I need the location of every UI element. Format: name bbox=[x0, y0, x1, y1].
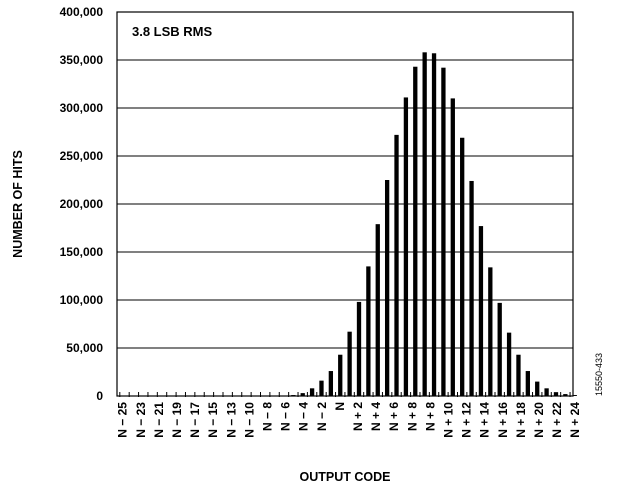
y-axis-ticks: 0 50,000 100,000 150,000 200,000 250,000 300,0… bbox=[60, 5, 104, 403]
bar bbox=[506, 332, 512, 396]
bar bbox=[544, 388, 549, 396]
y-tick-label: 50,000 bbox=[66, 341, 103, 355]
y-tick-label: 200,000 bbox=[60, 197, 104, 211]
bar bbox=[422, 52, 427, 396]
x-tick-label: N − 17 bbox=[188, 402, 202, 438]
bar bbox=[450, 98, 455, 397]
annotation-box bbox=[118, 13, 572, 46]
x-tick-label: N + 20 bbox=[532, 402, 546, 438]
bar bbox=[366, 266, 371, 396]
bar bbox=[300, 393, 305, 396]
y-axis-title: NUMBER OF HITS bbox=[11, 150, 25, 258]
y-tick-label: 100,000 bbox=[60, 293, 104, 307]
bars bbox=[291, 52, 577, 397]
x-tick-label: N + 10 bbox=[442, 402, 456, 438]
bar bbox=[375, 224, 380, 396]
bar bbox=[328, 371, 334, 396]
bar bbox=[338, 354, 343, 396]
x-tick-label: N + 8 bbox=[405, 402, 419, 431]
x-tick-label: N + 12 bbox=[460, 402, 474, 438]
bar bbox=[431, 53, 437, 396]
bar bbox=[469, 180, 474, 396]
x-tick-label: N − 2 bbox=[315, 402, 329, 431]
y-tick-label: 400,000 bbox=[60, 5, 104, 19]
bar bbox=[356, 301, 362, 396]
y-tick-label: 350,000 bbox=[60, 53, 104, 67]
bar bbox=[553, 392, 559, 396]
x-tick-label: N − 15 bbox=[206, 402, 220, 438]
bar bbox=[319, 380, 324, 396]
y-tick-label: 0 bbox=[96, 389, 103, 403]
figure-id: 15550-433 bbox=[594, 353, 604, 396]
x-tick-label: N + 2 bbox=[351, 402, 365, 431]
bar bbox=[460, 137, 465, 396]
x-tick-label: N + 6 bbox=[387, 402, 401, 431]
bar bbox=[441, 67, 446, 397]
x-axis-title: OUTPUT CODE bbox=[300, 470, 391, 484]
y-tick-label: 250,000 bbox=[60, 149, 104, 163]
bar bbox=[516, 354, 521, 396]
x-tick-label: N − 6 bbox=[279, 402, 293, 431]
x-tick-label: N + 18 bbox=[514, 402, 528, 438]
x-tick-label: N + 14 bbox=[478, 402, 492, 438]
bar bbox=[478, 226, 484, 396]
bar bbox=[535, 381, 540, 396]
x-tick-label: N − 25 bbox=[116, 402, 130, 438]
y-tick-label: 300,000 bbox=[60, 101, 104, 115]
annotation-label: 3.8 LSB RMS bbox=[132, 24, 213, 39]
gridlines bbox=[117, 59, 573, 349]
bar bbox=[413, 66, 418, 396]
bar bbox=[347, 331, 352, 396]
x-tick-label: N + 16 bbox=[496, 402, 510, 438]
x-tick-label: N + 22 bbox=[550, 402, 564, 438]
bar bbox=[525, 371, 530, 396]
x-tick-label: N − 10 bbox=[242, 402, 256, 438]
x-tick-label: N − 23 bbox=[134, 402, 148, 438]
bar bbox=[572, 395, 577, 396]
x-tick-label: N − 4 bbox=[297, 402, 311, 431]
x-tick-label: N + 8 bbox=[423, 402, 437, 431]
x-tick-label: N − 8 bbox=[261, 402, 275, 431]
bar bbox=[394, 134, 399, 396]
x-tick-label: N − 21 bbox=[152, 402, 166, 438]
x-tick-label: N − 13 bbox=[224, 402, 238, 438]
bar bbox=[488, 267, 493, 396]
bar bbox=[497, 302, 502, 396]
x-tick-label: N − 19 bbox=[170, 402, 184, 438]
bar bbox=[384, 180, 390, 396]
x-tick-label: N + 24 bbox=[568, 402, 582, 438]
x-tick-label: N bbox=[333, 402, 347, 411]
bar bbox=[403, 97, 409, 396]
bar bbox=[563, 394, 568, 396]
x-axis-ticks: N − 25 N − 23 N − 21 N − 19 N − 17 N − 15 N − … bbox=[116, 392, 582, 438]
bar bbox=[309, 388, 315, 396]
x-tick-label: N + 4 bbox=[369, 402, 383, 431]
y-tick-label: 150,000 bbox=[60, 245, 104, 259]
